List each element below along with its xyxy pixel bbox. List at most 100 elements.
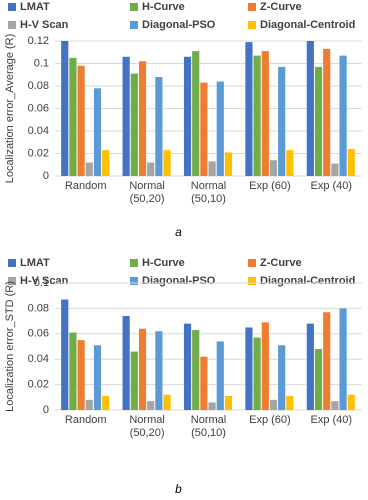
x-tick-label: Exp (40) [311,414,353,426]
bar [269,160,278,176]
bar [339,55,347,176]
x-tick-label: Random [65,180,107,192]
bar [102,150,110,176]
bar [347,394,355,410]
y-axis-label: Localization error_STD (R) [4,281,16,412]
x-tick-label: Exp (60) [249,414,291,426]
bar [77,340,85,410]
bar [192,329,200,410]
bar [183,56,192,176]
y-tick-label: 0 [43,170,49,182]
y-tick-label: 0.02 [28,147,49,159]
bar [278,345,286,410]
legend-swatch [8,21,16,29]
bar [208,161,216,176]
legend-label: H-Curve [142,257,185,269]
bar [314,66,323,176]
bar [331,401,339,410]
bar [278,66,286,176]
x-tick-label: Normal (50,20) [129,180,164,205]
x-tick-label: Normal (50,20) [129,414,164,439]
x-tick-label: Normal (50,10) [191,414,226,439]
bar [69,332,77,410]
legend-swatch [130,277,138,285]
bar [138,328,147,410]
bar [245,42,253,176]
bar [323,48,331,176]
bar [216,341,224,410]
bar [306,323,314,410]
bar [200,356,208,410]
bar [69,57,77,176]
bar [85,162,93,176]
legend-label: Diagonal-Centroid [260,19,355,31]
legend-label: Z-Curve [260,1,302,13]
bar [286,150,294,176]
bar [147,401,155,410]
bar [261,51,269,176]
bar [155,77,163,176]
bar [93,88,102,176]
y-tick-label: 0 [43,404,49,416]
bar [347,149,355,176]
y-tick-label: 0.04 [28,353,49,365]
y-tick-label: 0.12 [28,35,49,47]
bar [331,163,339,176]
bar [192,51,200,176]
legend-swatch [130,21,138,29]
bar [224,152,233,176]
bar [253,337,261,410]
y-tick-label: 0.08 [28,80,49,92]
bar [85,399,93,410]
bar [77,65,85,176]
legend-swatch [248,21,256,29]
legend-label: Z-Curve [260,257,302,269]
x-tick-label: Normal (50,10) [191,180,226,205]
legend-swatch [248,259,256,267]
bar [269,399,278,410]
legend-swatch [8,277,16,285]
legend-label: Diagonal-Centroid [260,275,355,287]
caption: a [175,225,182,239]
bar [286,396,294,410]
bar [200,82,208,176]
legend-swatch [130,259,138,267]
legend-label: LMAT [20,257,50,269]
bar [208,402,216,410]
bar [130,73,138,176]
legend-label: H-V Scan [20,275,69,287]
y-tick-label: 0.04 [28,125,49,137]
y-tick-label: 0.1 [34,57,49,69]
legend-label: Diagonal-PSO [142,19,216,31]
bar [93,345,102,410]
legend-label: LMAT [20,1,50,13]
legend-swatch [8,3,16,11]
bar [216,81,224,176]
bar [183,323,192,410]
bar [130,351,138,410]
bar [314,349,323,410]
y-axis-label: Localization error_Average (R) [4,34,16,184]
legend-swatch [248,277,256,285]
y-tick-label: 0.02 [28,379,49,391]
bar [122,56,130,176]
x-tick-label: Random [65,414,107,426]
bar [61,299,69,410]
legend-swatch [130,3,138,11]
legend-label: Diagonal-PSO [142,275,216,287]
caption: b [175,482,182,496]
bar [224,396,233,410]
y-tick-label: 0.08 [28,302,49,314]
bar [163,150,171,176]
y-tick-label: 0.06 [28,102,49,114]
legend-swatch [248,3,256,11]
legend-swatch [8,259,16,267]
bar [306,41,314,176]
bar [138,61,147,176]
bar [122,316,130,410]
bar [245,327,253,410]
y-tick-label: 0.1 [34,277,49,289]
bar [163,394,171,410]
bar [147,162,155,176]
